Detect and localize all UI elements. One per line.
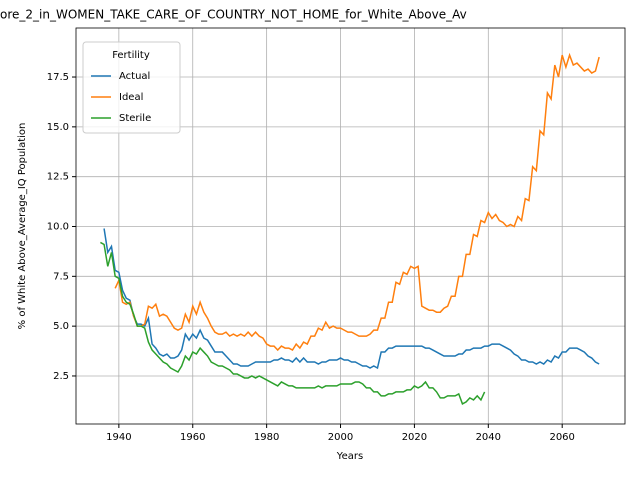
y-axis-label: % of White Above_Average_IQ Population [17, 123, 28, 330]
x-tick-label: 2000 [328, 432, 353, 443]
y-tick-label: 5.0 [53, 321, 69, 332]
x-axis-label: Years [336, 451, 363, 462]
data-line [103, 228, 600, 370]
x-tick-label: 2040 [476, 432, 501, 443]
x-tick-label: 1960 [180, 432, 205, 443]
legend-box [82, 41, 181, 134]
y-tick-label: 12.5 [47, 172, 69, 183]
legend-label: Sterile [119, 113, 151, 124]
chart-title: ore_2_in_WOMEN_TAKE_CARE_OF_COUNTRY_NOT_… [0, 8, 467, 22]
y-tick-label: 2.5 [53, 371, 69, 382]
plot-frame [75, 27, 626, 425]
x-tick-label: 2020 [402, 432, 427, 443]
x-tick-label: 2060 [549, 432, 574, 443]
x-tick-label: 1940 [106, 432, 131, 443]
data-line [100, 241, 486, 405]
legend-label: Actual [119, 71, 150, 82]
x-tick-label: 1980 [254, 432, 279, 443]
y-tick-label: 15.0 [47, 122, 69, 133]
y-tick-label: 7.5 [53, 271, 69, 282]
y-tick-label: 17.5 [47, 72, 69, 83]
data-line [114, 52, 600, 352]
legend-label: Ideal [119, 92, 143, 103]
legend-title: Fertility [112, 50, 150, 61]
y-tick-label: 10.0 [47, 221, 69, 232]
